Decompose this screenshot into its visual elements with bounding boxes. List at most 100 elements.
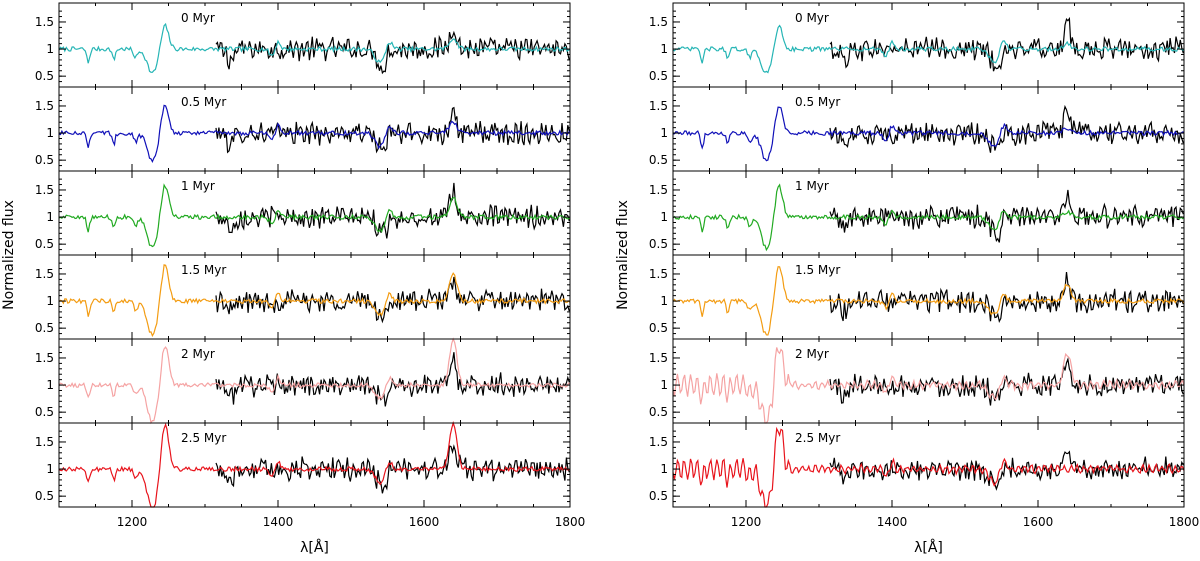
x-tick-label: 1200 (731, 515, 762, 529)
y-tick-label: 0.5 (35, 153, 54, 167)
observed-spectrum-line (829, 16, 1184, 72)
y-tick-label: 1.5 (649, 435, 668, 449)
subplot-frame (58, 422, 571, 508)
y-tick-label: 1.5 (649, 99, 668, 113)
y-axis-title: Normalized flux (615, 200, 631, 310)
y-tick-label: 1 (660, 378, 668, 392)
y-axis-title: Normalized flux (1, 200, 17, 310)
y-tick-label: 0.5 (649, 321, 668, 335)
subplot-right-0: 0.5 1 1.5 0 Myr (649, 2, 1185, 88)
y-tick-label: 1.5 (35, 15, 54, 29)
subplot-left-3: 0.5 1 1.5 1.5 Myr (35, 254, 571, 340)
x-tick-label: 1400 (877, 515, 908, 529)
subplot-frame (672, 254, 1185, 340)
model-spectrum-line (672, 347, 1185, 424)
y-tick-label: 0.5 (35, 489, 54, 503)
age-label: 0.5 Myr (181, 95, 226, 109)
subplot-frame (58, 86, 571, 172)
model-spectrum-line (672, 266, 1185, 336)
y-tick-label: 1.5 (35, 351, 54, 365)
subplot-left-0: 0.5 1 1.5 0 Myr (35, 2, 571, 88)
y-tick-label: 1.5 (35, 183, 54, 197)
age-label: 1.5 Myr (795, 263, 840, 277)
y-tick-label: 1.5 (649, 267, 668, 281)
y-tick-label: 0.5 (649, 489, 668, 503)
y-tick-label: 1 (660, 42, 668, 56)
model-spectrum-line (672, 106, 1185, 162)
model-spectrum-line (58, 420, 571, 508)
y-tick-label: 1.5 (649, 15, 668, 29)
y-tick-label: 0.5 (35, 321, 54, 335)
model-spectrum-line (672, 24, 1185, 74)
subplot-left-4: 0.5 1 1.5 2 Myr (35, 337, 571, 425)
observed-spectrum-line (215, 30, 570, 75)
y-tick-label: 1 (660, 462, 668, 476)
x-tick-label: 1800 (555, 515, 586, 529)
observed-spectrum-line (215, 276, 570, 324)
y-tick-label: 1 (46, 126, 54, 140)
observed-spectrum-line (215, 182, 570, 239)
observed-spectrum-line (215, 352, 570, 407)
y-tick-label: 1 (660, 294, 668, 308)
model-spectrum-line (58, 183, 571, 248)
subplot-left-5: 0.5 1 1.5 2.5 Myr (35, 420, 571, 508)
y-tick-label: 1.5 (649, 183, 668, 197)
y-tick-label: 1 (46, 294, 54, 308)
subplot-right-5: 0.5 1 1.5 2.5 Myr (649, 422, 1185, 508)
observed-spectrum-line (215, 106, 570, 154)
age-label: 2.5 Myr (795, 431, 840, 445)
model-spectrum-line (58, 337, 571, 425)
observed-spectrum-line (829, 450, 1184, 491)
observed-spectrum-line (215, 444, 570, 494)
y-tick-label: 0.5 (35, 405, 54, 419)
x-axis-title: λ[Å] (914, 539, 943, 556)
age-label: 2 Myr (181, 347, 215, 361)
y-tick-label: 1 (46, 210, 54, 224)
y-tick-label: 1 (660, 210, 668, 224)
model-spectrum-line (672, 426, 1185, 508)
age-label: 0 Myr (181, 11, 215, 25)
age-label: 0.5 Myr (795, 95, 840, 109)
age-label: 1 Myr (795, 179, 829, 193)
age-label: 2.5 Myr (181, 431, 226, 445)
y-tick-label: 1.5 (35, 435, 54, 449)
x-tick-label: 1400 (263, 515, 294, 529)
age-label: 0 Myr (795, 11, 829, 25)
y-tick-label: 0.5 (649, 405, 668, 419)
subplot-right-1: 0.5 1 1.5 0.5 Myr (649, 86, 1185, 172)
y-tick-label: 1 (46, 378, 54, 392)
age-label: 1 Myr (181, 179, 215, 193)
y-tick-label: 1.5 (649, 351, 668, 365)
model-spectrum-line (58, 104, 571, 164)
subplot-left-1: 0.5 1 1.5 0.5 Myr (35, 86, 571, 172)
y-tick-label: 0.5 (35, 237, 54, 251)
x-tick-label: 1600 (409, 515, 440, 529)
y-tick-label: 1 (660, 126, 668, 140)
y-tick-label: 1 (46, 462, 54, 476)
x-axis-title: λ[Å] (300, 539, 329, 556)
subplot-frame (58, 338, 571, 424)
y-tick-label: 0.5 (649, 237, 668, 251)
subplot-right-4: 0.5 1 1.5 2 Myr (649, 338, 1185, 424)
observed-spectrum-line (829, 189, 1184, 243)
subplot-right-2: 0.5 1 1.5 1 Myr (649, 170, 1185, 256)
x-tick-label: 1800 (1169, 515, 1200, 529)
age-label: 2 Myr (795, 347, 829, 361)
observed-spectrum-line (829, 272, 1184, 324)
observed-spectrum-line (829, 357, 1184, 406)
model-spectrum-line (58, 264, 571, 338)
y-tick-label: 1.5 (35, 99, 54, 113)
subplot-frame (672, 170, 1185, 256)
subplot-frame (672, 338, 1185, 424)
y-tick-label: 1.5 (35, 267, 54, 281)
subplot-left-2: 0.5 1 1.5 1 Myr (35, 170, 571, 256)
x-tick-label: 1600 (1023, 515, 1054, 529)
model-spectrum-line (672, 183, 1185, 252)
observed-spectrum-line (829, 104, 1184, 153)
y-tick-label: 0.5 (649, 69, 668, 83)
subplot-right-3: 0.5 1 1.5 1.5 Myr (649, 254, 1185, 340)
age-label: 1.5 Myr (181, 263, 226, 277)
